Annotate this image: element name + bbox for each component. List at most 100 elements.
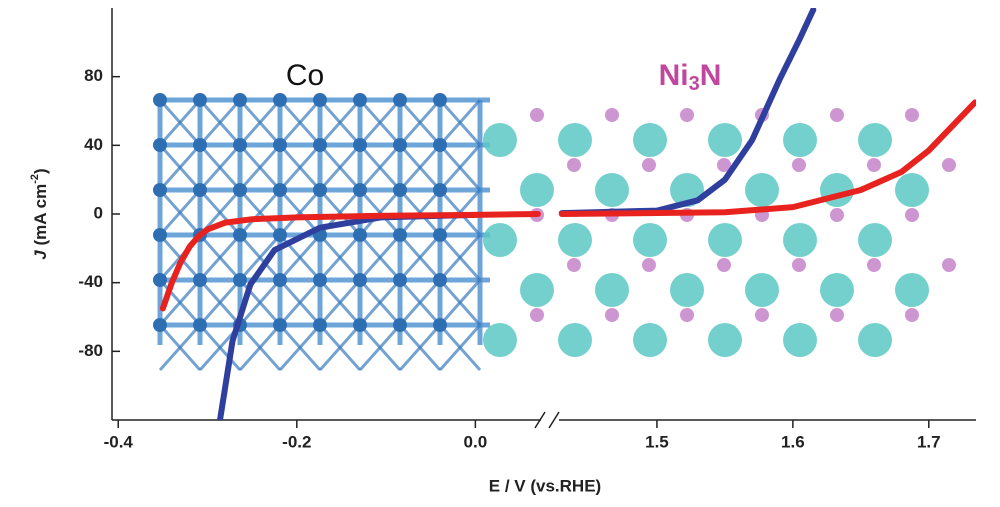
lattice-atom: [433, 318, 447, 332]
crystal-background: [153, 93, 956, 371]
lattice-bond: [158, 279, 202, 326]
lattice-bond: [438, 234, 482, 281]
lattice-atom: [858, 323, 892, 357]
lattice-atom: [830, 208, 844, 222]
lattice-atom: [483, 323, 517, 357]
lattice-atom: [558, 323, 592, 357]
lattice-atom: [313, 138, 327, 152]
lattice-atom: [905, 208, 919, 222]
y-tick-label: 80: [84, 66, 103, 85]
x-tick-label: 1.5: [645, 432, 669, 451]
lattice-atom: [595, 173, 629, 207]
lattice-atom: [273, 138, 287, 152]
lattice-bond: [278, 99, 322, 146]
lattice-atom: [273, 228, 287, 242]
lattice-atom: [393, 183, 407, 197]
lattice-atom: [830, 308, 844, 322]
lattice-atom: [313, 93, 327, 107]
lattice-bond: [438, 324, 482, 371]
line-series: [558, 8, 817, 217]
lattice-atom: [745, 173, 779, 207]
lattice-atom: [233, 138, 247, 152]
lattice-atom: [313, 318, 327, 332]
lattice-atom: [233, 273, 247, 287]
lattice-atom: [433, 228, 447, 242]
lattice-atom: [193, 183, 207, 197]
lattice-atom: [558, 123, 592, 157]
lattice-atom: [153, 183, 167, 197]
lattice-bond: [358, 99, 402, 146]
lattice-atom: [858, 123, 892, 157]
line-series: [159, 211, 541, 312]
lattice-atom: [273, 273, 287, 287]
lattice-bond: [278, 144, 322, 191]
lattice-atom: [433, 183, 447, 197]
lattice-atom: [680, 108, 694, 122]
lattice-bond: [438, 279, 482, 326]
y-label-part: (mA cm: [31, 184, 50, 250]
lattice-bond: [318, 99, 362, 146]
axis-break: [534, 411, 560, 429]
lattice-bond: [158, 144, 202, 191]
x-tick-label: 0.0: [464, 432, 488, 451]
lattice-atom: [567, 258, 581, 272]
lattice-bond: [238, 99, 282, 146]
lattice-atom: [393, 273, 407, 287]
lattice-atom: [393, 93, 407, 107]
annotation: Co: [286, 59, 324, 92]
lattice-atom: [895, 273, 929, 307]
lattice-atom: [433, 138, 447, 152]
lattice-atom: [633, 123, 667, 157]
lattice-bond: [398, 144, 442, 191]
lattice-atom: [433, 273, 447, 287]
lattice-atom: [313, 273, 327, 287]
lattice-atom: [273, 183, 287, 197]
lattice-atom: [783, 123, 817, 157]
lattice-bond: [278, 234, 322, 281]
lattice-bond: [238, 144, 282, 191]
lattice-atom: [273, 318, 287, 332]
y-label-part: J: [31, 250, 50, 260]
lattice-bond: [198, 144, 242, 191]
lattice-atom: [792, 158, 806, 172]
lattice-bond: [358, 279, 402, 326]
y-axis-label: J (mA cm-2): [29, 168, 51, 259]
lattice-atom: [558, 223, 592, 257]
annotation: Ni3N: [659, 59, 722, 95]
lattice-bond: [158, 189, 202, 236]
lattice-atom: [708, 323, 742, 357]
lattice-atom: [353, 273, 367, 287]
lattice-atom: [867, 258, 881, 272]
lattice-bond: [358, 234, 402, 281]
lattice-atom: [153, 273, 167, 287]
lattice-atom: [633, 223, 667, 257]
lattice-bond: [278, 279, 322, 326]
lattice-bond: [398, 234, 442, 281]
lattice-atom: [353, 183, 367, 197]
x-tick-label: 1.7: [917, 432, 941, 451]
lattice-atom: [153, 93, 167, 107]
line-series: [558, 99, 976, 217]
lattice-atom: [530, 108, 544, 122]
lattice-atom: [783, 323, 817, 357]
lattice-bond: [158, 324, 202, 371]
lattice-bond: [358, 144, 402, 191]
annotation-text: N: [700, 59, 722, 92]
lattice-atom: [670, 273, 704, 307]
lattice-atom: [273, 93, 287, 107]
lattice-atom: [393, 318, 407, 332]
lattice-atom: [567, 158, 581, 172]
lattice-atom: [193, 138, 207, 152]
lattice-atom: [520, 273, 554, 307]
lattice-atom: [708, 123, 742, 157]
x-tick-label: -0.4: [104, 432, 134, 451]
lattice-atom: [353, 318, 367, 332]
lattice-bond: [238, 189, 282, 236]
lattice-atom: [353, 93, 367, 107]
lattice-bond: [198, 234, 242, 281]
lattice-atom: [393, 228, 407, 242]
lattice-atom: [680, 308, 694, 322]
lattice-atom: [895, 173, 929, 207]
x-tick-label: 1.6: [781, 432, 805, 451]
lattice-bond: [318, 234, 362, 281]
